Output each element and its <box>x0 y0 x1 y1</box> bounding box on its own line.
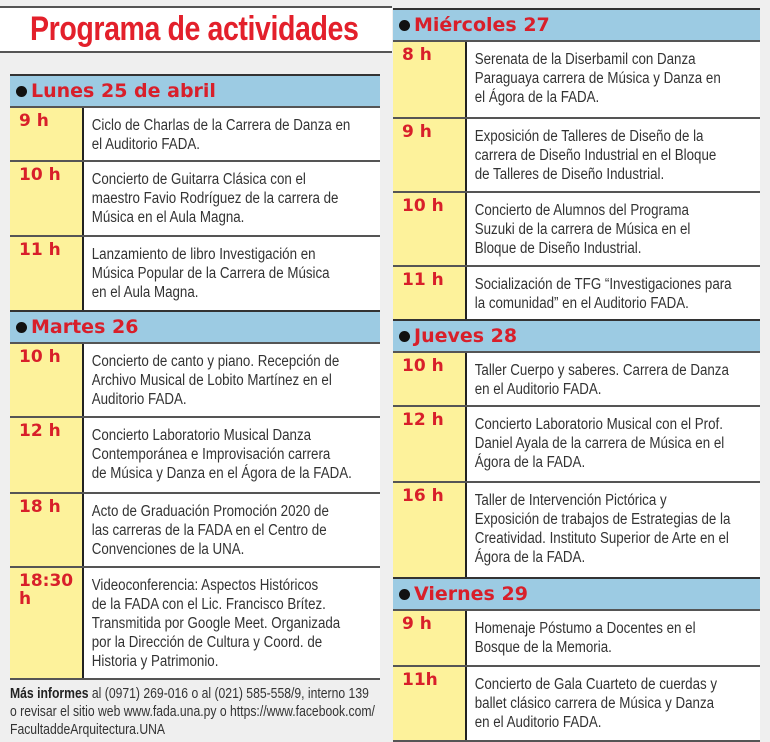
event-description: Taller Cuerpo y saberes. Carrera de Danz… <box>474 362 729 398</box>
event-description: Videoconferencia: Aspectos Históricos de… <box>91 577 341 670</box>
right-column: Miércoles 27 8 h Serenata de la Diserbamil… <box>393 8 760 742</box>
day-header: Martes 26 <box>10 310 380 342</box>
bullet-icon <box>399 330 410 342</box>
day-header: Lunes 25 de abril <box>10 74 380 106</box>
event-time: 8 h <box>393 42 467 117</box>
event-time: 10 h <box>10 344 84 416</box>
event-description: Concierto de Guitarra Clásica con el mae… <box>91 171 339 226</box>
event-row: 11 h Socialización de TFG “Investigacione… <box>393 265 760 319</box>
event-description: Socialización de TFG “Investigaciones pa… <box>474 276 732 312</box>
event-description: Ciclo de Charlas de la Carrera de Danza … <box>91 117 351 153</box>
event-row: 12 h Concierto Laboratorio Musical Danza … <box>10 416 380 492</box>
event-row: 8 h Serenata de la Diserbamil con Danza P… <box>393 40 760 117</box>
event-description: Taller de Intervención Pictórica y Expos… <box>474 492 731 566</box>
event-row: 10 h Taller Cuerpo y saberes. Carrera de … <box>393 351 760 405</box>
event-description: Concierto de canto y piano. Recepción de… <box>91 353 340 408</box>
event-time: 10 h <box>393 353 467 405</box>
event-row: 10 h Concierto de canto y piano. Recepció… <box>10 342 380 416</box>
event-time: 11h <box>393 667 467 740</box>
bullet-icon <box>399 19 410 31</box>
event-description: Exposición de Talleres de Diseño de la c… <box>474 128 717 183</box>
event-description: Concierto Laboratorio Musical con el Pro… <box>474 416 725 471</box>
event-time: 9 h <box>393 611 467 665</box>
event-row: 18:30 h Videoconferencia: Aspectos Histór… <box>10 566 380 678</box>
day-label: Miércoles 27 <box>414 14 550 36</box>
event-time: 12 h <box>10 418 84 492</box>
bullet-icon <box>399 588 410 600</box>
event-description: Concierto de Alumnos del Programa Suzuki… <box>474 202 691 257</box>
event-time: 11 h <box>393 267 467 319</box>
footer-bold: Más informes <box>10 686 89 702</box>
day-label: Martes 26 <box>31 316 139 338</box>
event-row: 18 h Acto de Graduación Promoción 2020 de… <box>10 492 380 566</box>
event-description: Homenaje Póstumo a Docentes en el Bosque… <box>474 620 696 656</box>
footer-text: al (0971) 269-016 o al (021) 585-558/9, … <box>10 686 375 738</box>
title-band: Programa de actividades <box>0 6 392 53</box>
event-row: 16 h Taller de Intervención Pictórica y E… <box>393 481 760 577</box>
event-time: 16 h <box>393 483 467 577</box>
day-header: Miércoles 27 <box>393 8 760 40</box>
event-time: 9 h <box>10 108 84 160</box>
day-header: Viernes 29 <box>393 577 760 609</box>
event-time: 9 h <box>393 119 467 191</box>
left-column: Lunes 25 de abril 9 h Ciclo de Charlas de … <box>10 74 380 680</box>
event-row: 9 h Ciclo de Charlas de la Carrera de Dan… <box>10 106 380 160</box>
day-label: Viernes 29 <box>414 583 528 605</box>
page-title: Programa de actividades <box>30 10 359 48</box>
day-label: Jueves 28 <box>414 325 518 347</box>
event-row: 10 h Concierto de Guitarra Clásica con el… <box>10 160 380 235</box>
event-description: Concierto de Gala Cuarteto de cuerdas y … <box>474 676 718 731</box>
event-time: 10 h <box>393 193 467 265</box>
day-label: Lunes 25 de abril <box>31 80 216 102</box>
bullet-icon <box>16 85 27 97</box>
event-description: Concierto Laboratorio Musical Danza Cont… <box>91 427 352 482</box>
day-header: Jueves 28 <box>393 319 760 351</box>
event-description: Lanzamiento de libro Investigación en Mú… <box>91 246 330 301</box>
event-row: 12 h Concierto Laboratorio Musical con el… <box>393 405 760 481</box>
event-time: 18 h <box>10 494 84 566</box>
bullet-icon <box>16 321 27 333</box>
event-time: 10 h <box>10 162 84 235</box>
event-row: 11h Concierto de Gala Cuarteto de cuerdas… <box>393 665 760 740</box>
event-row: 10 h Concierto de Alumnos del Programa Su… <box>393 191 760 265</box>
column-bottom-rule <box>10 678 380 680</box>
event-time: 11 h <box>10 237 84 310</box>
event-row: 11 h Lanzamiento de libro Investigación e… <box>10 235 380 310</box>
event-time: 18:30 h <box>10 568 84 678</box>
event-description: Acto de Graduación Promoción 2020 de las… <box>91 503 329 558</box>
event-time: 12 h <box>393 407 467 481</box>
event-row: 9 h Homenaje Póstumo a Docentes en el Bos… <box>393 609 760 665</box>
footer-info: Más informes al (0971) 269-016 o al (021… <box>10 685 375 739</box>
event-description: Serenata de la Diserbamil con Danza Para… <box>474 51 721 106</box>
event-row: 9 h Exposición de Talleres de Diseño de l… <box>393 117 760 191</box>
